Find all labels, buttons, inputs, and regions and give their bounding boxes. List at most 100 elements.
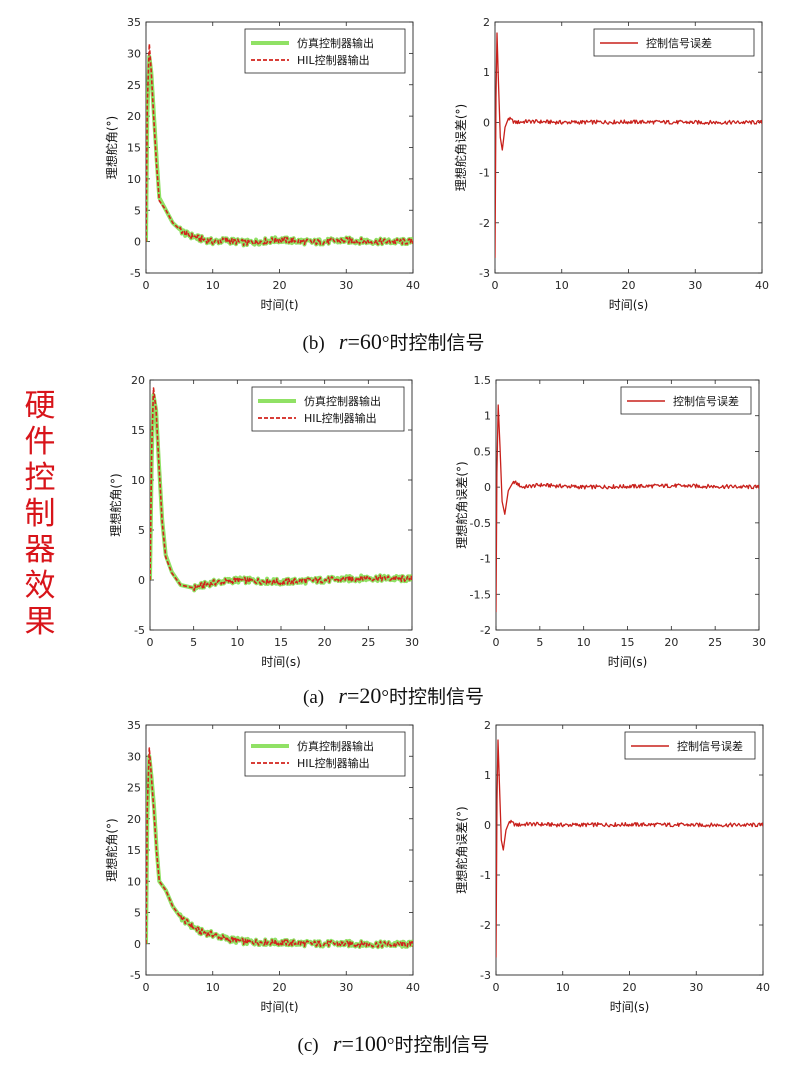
x-axis-label: 时间(s) — [610, 1000, 650, 1014]
caption-variable: r — [338, 683, 347, 708]
x-tick-label: 20 — [664, 636, 678, 649]
legend-label: 控制信号误差 — [677, 739, 743, 753]
side-title-char: 硬 — [24, 388, 56, 424]
legend-label: 控制信号误差 — [646, 36, 712, 50]
plot-area — [495, 379, 760, 631]
legend-box — [251, 386, 405, 432]
caption-equals: = — [346, 683, 360, 708]
y-tick-label: 10 — [127, 875, 141, 888]
legend-box — [244, 28, 406, 74]
series-line-2 — [146, 43, 413, 247]
y-tick-label: -1.5 — [470, 588, 491, 601]
y-tick-label: 1 — [484, 410, 491, 423]
x-tick-label: 10 — [206, 279, 220, 292]
x-tick-label: 10 — [556, 981, 570, 994]
x-tick-label: 20 — [622, 279, 636, 292]
legend-label: 仿真控制器输出 — [297, 739, 374, 753]
x-tick-label: 0 — [143, 279, 150, 292]
y-tick-label: -5 — [130, 267, 141, 280]
y-tick-label: -1 — [480, 869, 491, 882]
x-tick-label: 30 — [339, 981, 353, 994]
side-title-char: 控 — [24, 460, 56, 496]
y-tick-label: 1 — [483, 66, 490, 79]
x-tick-label: 10 — [577, 636, 591, 649]
x-tick-label: 10 — [206, 981, 220, 994]
x-tick-label: 10 — [230, 636, 244, 649]
x-tick-label: 30 — [752, 636, 766, 649]
x-tick-label: 30 — [405, 636, 419, 649]
y-tick-label: 0 — [483, 116, 490, 129]
caption-value: 60 — [359, 329, 382, 354]
x-tick-label: 5 — [190, 636, 197, 649]
x-tick-label: 20 — [273, 279, 287, 292]
series-line-2 — [146, 747, 413, 948]
y-tick-label: 0.5 — [474, 445, 492, 458]
x-tick-label: 5 — [536, 636, 543, 649]
y-tick-label: -5 — [130, 969, 141, 982]
y-tick-label: -2 — [479, 217, 490, 230]
y-tick-label: 25 — [127, 782, 141, 795]
legend-label: 控制信号误差 — [673, 394, 739, 408]
y-tick-label: -3 — [480, 969, 491, 982]
x-tick-label: 20 — [273, 981, 287, 994]
y-tick-label: -3 — [479, 267, 490, 280]
series-line-2 — [150, 387, 412, 592]
y-tick-label: 2 — [484, 719, 491, 732]
y-tick-label: 25 — [127, 79, 141, 92]
x-tick-label: 25 — [361, 636, 375, 649]
legend-label: 仿真控制器输出 — [304, 394, 381, 408]
x-tick-label: 0 — [493, 981, 500, 994]
x-tick-label: 25 — [708, 636, 722, 649]
y-tick-label: 20 — [131, 374, 145, 387]
y-tick-label: 5 — [138, 524, 145, 537]
y-tick-label: 30 — [127, 47, 141, 60]
caption-c: (c) r=100°时控制信号 — [0, 1030, 787, 1057]
y-axis-label: 理想舵角(°) — [104, 818, 119, 881]
x-tick-label: 40 — [406, 981, 420, 994]
side-title-char: 制 — [24, 496, 56, 532]
x-axis-label: 时间(s) — [261, 655, 301, 669]
x-tick-label: 0 — [143, 981, 150, 994]
plot-area — [495, 724, 764, 976]
y-tick-label: 0 — [484, 481, 491, 494]
y-tick-label: 30 — [127, 750, 141, 763]
x-tick-label: 30 — [339, 279, 353, 292]
caption-suffix: °时控制信号 — [381, 333, 485, 354]
x-axis-label: 时间(s) — [608, 655, 648, 669]
y-tick-label: 10 — [127, 173, 141, 186]
y-axis-label: 理想舵角(°) — [104, 116, 119, 179]
y-axis-label: 理想舵角误差(°) — [454, 461, 469, 548]
y-tick-label: -2 — [480, 624, 491, 637]
side-title-char: 果 — [24, 604, 56, 640]
caption-variable: r — [332, 1031, 342, 1056]
caption-value: 20 — [359, 683, 382, 708]
y-tick-label: 35 — [127, 719, 141, 732]
y-tick-label: 2 — [483, 16, 490, 29]
x-axis-label: 时间(t) — [260, 298, 298, 312]
y-tick-label: -5 — [134, 624, 145, 637]
caption-tag: (c) — [297, 1035, 319, 1056]
y-tick-label: 15 — [127, 142, 141, 155]
caption-suffix: °时控制信号 — [381, 687, 484, 708]
legend-label: HIL控制器输出 — [297, 53, 370, 67]
caption-suffix: °时控制信号 — [386, 1035, 490, 1056]
x-tick-label: 40 — [406, 279, 420, 292]
y-tick-label: 35 — [127, 16, 141, 29]
y-tick-label: 10 — [131, 474, 145, 487]
x-tick-label: 40 — [756, 981, 770, 994]
x-tick-label: 20 — [318, 636, 332, 649]
caption-b: (b) r=60°时控制信号 — [0, 328, 787, 355]
y-tick-label: 5 — [134, 907, 141, 920]
chart-4: -2 -1.5 -1 -0.5 0 0.5 1 1.5 0 5 10 15 20 25 30 时间(s) 理想舵… — [454, 374, 766, 669]
legend-label: 仿真控制器输出 — [297, 36, 374, 50]
y-tick-label: 1 — [484, 769, 491, 782]
y-tick-label: 0 — [484, 819, 491, 832]
y-tick-label: 20 — [127, 813, 141, 826]
series-line-1 — [496, 404, 759, 613]
plot-area — [494, 21, 763, 274]
x-axis-label: 时间(s) — [609, 298, 649, 312]
